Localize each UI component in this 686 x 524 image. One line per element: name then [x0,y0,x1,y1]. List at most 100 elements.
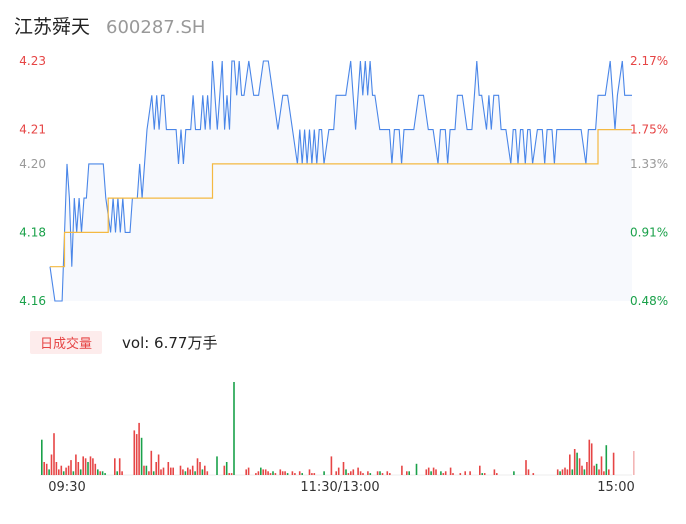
y-tick-pct-0: 2.17% [630,54,668,68]
volume-bar-85 [311,473,313,475]
volume-bar-125 [483,473,486,475]
volume-bar-31 [133,430,136,475]
stock-name: 江苏舜天 [14,16,91,38]
volume-bar-97 [359,471,362,475]
average-line [50,129,632,268]
volume-bar-73 [269,473,272,475]
volume-bar-51 [189,469,191,475]
volume-bar-24 [99,471,101,475]
volume-bar-49 [184,471,187,475]
volume-bar-26 [104,473,106,475]
volume-bar-119 [452,473,454,475]
volume-bar-103 [381,473,384,475]
volume-bar-53 [194,471,196,475]
volume-bar-57 [204,465,206,475]
volume-bar-4 [50,454,53,475]
volume-bar-87 [323,471,325,475]
volume-bar-64 [233,382,235,475]
volume-bar-52 [191,465,194,475]
volume-total: vol: 6.77万手 [122,333,218,352]
volume-bar-10 [65,467,67,475]
volume-bar-80 [291,471,294,475]
volume-bar-43 [162,467,165,475]
volume-bar-113 [432,467,435,475]
volume-bar-105 [389,473,391,475]
volume-bar-12 [70,460,72,475]
volume-bar-149 [598,469,600,475]
volume-bar-55 [199,462,201,475]
volume-bar-45 [170,467,172,475]
volume-bar-141 [578,458,581,475]
volume-bar-118 [449,467,452,475]
price-line [49,60,632,302]
y-tick-price-1: 4.21 [19,123,46,137]
volume-bar-60 [223,465,226,475]
volume-bar-144 [586,462,588,475]
volume-bar-33 [138,422,140,475]
volume-bar-9 [62,471,65,475]
volume-bar-150 [600,456,603,475]
volume-bar-146 [590,443,593,475]
volume-bar-50 [187,467,189,475]
volume-bar-44 [167,462,170,475]
volume-bar-128 [513,471,515,475]
volume-bar-106 [401,465,403,475]
volume-bar-13 [72,471,75,475]
volume-bar-100 [369,473,372,475]
y-tick-price-0: 4.23 [19,54,46,68]
volume-bar-58 [206,471,209,475]
volume-bar-67 [255,473,257,475]
volume-bar-19 [87,462,89,475]
volume-bar-1 [43,462,45,475]
volume-badge[interactable]: 日成交量 [30,330,103,354]
stock-code: 600287.SH [106,17,206,38]
volume-bar-136 [566,469,569,475]
volume-bar-110 [425,469,428,475]
volume-bar-112 [430,471,432,475]
volume-bar-122 [469,471,471,475]
volume-bar-96 [357,467,359,475]
volume-bar-76 [279,469,282,475]
volume-bar-95 [352,469,355,475]
y-tick-price-3: 4.18 [19,225,46,239]
volume-bar-86 [313,473,316,475]
volume-bar-54 [196,458,199,475]
volume-bar-135 [564,467,566,475]
volume-bar-47 [179,465,182,475]
volume-bar-70 [262,469,264,475]
volume-bar-56 [201,469,204,475]
volume-bar-77 [281,471,284,475]
volume-bar-145 [588,439,591,475]
volume-bar-102 [379,471,381,475]
volume-bar-last [633,451,635,475]
volume-bar-109 [415,463,418,475]
volume-bar-62 [228,473,230,475]
volume-bar-81 [294,473,296,475]
volume-bar-143 [583,469,586,475]
volume-bar-7 [58,469,60,475]
volume-bar-41 [157,454,160,475]
volume-bar-153 [608,469,610,475]
volume-bar-133 [559,471,561,475]
volume-bar-5 [53,433,55,476]
stock-header: 江苏舜天 600287.SH [14,12,205,40]
volume-bar-126 [493,469,496,475]
volume-bar-137 [569,454,571,475]
volume-bar-37 [148,471,150,475]
volume-bar-46 [172,467,174,475]
price-chart: 4.23 2.17% 4.21 1.75% 4.20 1.33% 4.18 0.91% 4.16… [19,54,668,308]
time-label-open: 09:30 [48,480,86,495]
volume-bar-27 [114,458,116,475]
volume-bar-111 [427,467,430,475]
volume-bar-3 [48,469,50,475]
volume-bar-29 [118,458,121,475]
volume-bar-61 [225,462,228,475]
volume-bar-82 [298,471,301,475]
volume-bar-71 [264,469,267,475]
volume-bar-140 [576,452,578,475]
volume-bar-75 [274,473,277,475]
volume-bar-117 [444,471,447,475]
volume-bar-42 [160,469,162,475]
volume-bar-91 [342,462,345,475]
volume-bar-116 [442,473,445,475]
